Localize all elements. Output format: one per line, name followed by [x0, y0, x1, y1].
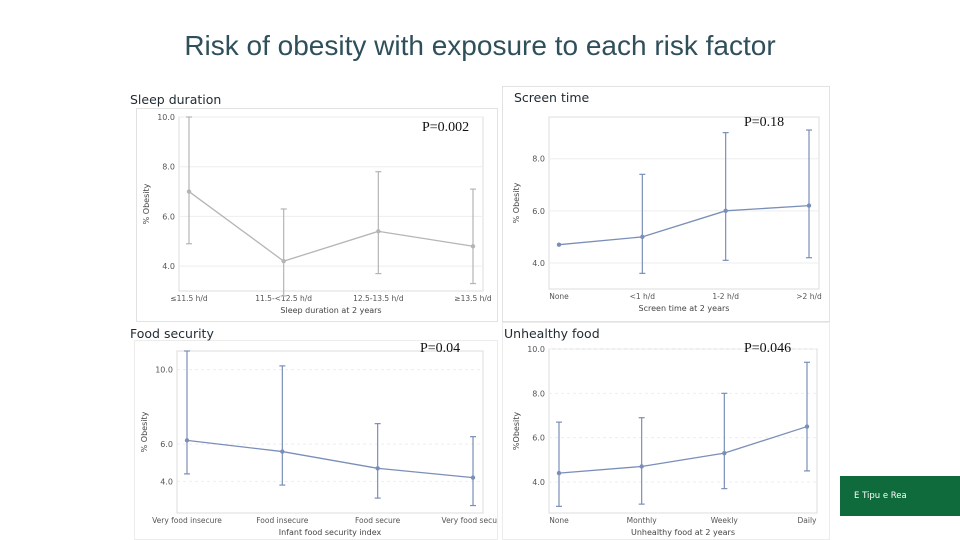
pvalue-unhealthy-food: P=0.046	[744, 341, 792, 356]
y-axis-label: % Obesity	[512, 182, 521, 223]
pvalue-screen-time: P=0.18	[744, 115, 785, 130]
x-tick-label: Very food insecure	[152, 516, 222, 525]
series-line	[186, 439, 474, 479]
data-point	[806, 203, 812, 208]
y-tick-label: 8.0	[532, 155, 545, 164]
y-axis-label: %Obesity	[512, 412, 521, 450]
y-tick-label: 4.0	[162, 262, 175, 271]
slide-title: Risk of obesity with exposure to each ri…	[184, 30, 776, 61]
x-axis-label: Screen time at 2 years	[639, 304, 730, 313]
data-point	[639, 464, 644, 469]
y-tick-label: 8.0	[532, 389, 545, 398]
brand-logo-box: E Tipu e Rea	[840, 476, 960, 516]
chart-svg: 4.0 6.0 8.0 % Obesity None <1 h/d 1-2 h/d >2 h/…	[512, 116, 822, 313]
series-line	[188, 191, 474, 262]
sleep-duration-chart: 4.0 6.0 8.0 10.0 % Obesity ≤11.5 h/d 11.5-<12.…	[136, 108, 498, 322]
y-tick-label: 4.0	[532, 478, 545, 487]
x-tick-label: <1 h/d	[630, 292, 656, 301]
data-point	[640, 234, 645, 240]
x-tick-label: ≥13.5 h/d	[454, 294, 492, 303]
chart-svg: 4.0 6.0 8.0 10.0 % Obesity ≤11.5 h/d 11.5-<12.…	[142, 113, 492, 315]
data-point	[556, 470, 562, 476]
x-tick-label: Food secure	[355, 516, 401, 525]
x-tick-label: Monthly	[627, 516, 658, 525]
y-axis-label: % Obesity	[142, 183, 151, 224]
x-axis-label: Sleep duration at 2 years	[280, 306, 381, 315]
x-axis-label: Infant food security index	[279, 528, 382, 537]
x-axis-label: Unhealthy food at 2 years	[631, 528, 735, 537]
x-tick-label: 1-2 h/d	[712, 292, 739, 301]
food-security-chart: 4.0 6.0 10.0 % Obesity Very food insecure Foo…	[134, 340, 498, 540]
data-point	[470, 475, 476, 480]
series-line	[558, 425, 808, 474]
data-point	[556, 242, 562, 247]
panel-label-unhealthy-food: Unhealthy food	[504, 326, 600, 341]
y-tick-label: 10.0	[527, 345, 545, 354]
x-tick-label: 12.5-13.5 h/d	[353, 294, 404, 303]
y-tick-label: 6.0	[160, 440, 173, 449]
panel-label-food-security: Food security	[130, 326, 214, 341]
chart-svg: 4.0 6.0 10.0 % Obesity Very food insecure Foo…	[140, 350, 497, 537]
data-point	[375, 466, 380, 471]
y-tick-label: 4.0	[532, 259, 545, 268]
data-point	[186, 189, 192, 194]
plot-frame	[548, 116, 820, 290]
y-tick-label: 6.0	[532, 434, 545, 443]
unhealthy-food-chart: 4.0 6.0 8.0 10.0 %Obesity None Monthly Weekly Da…	[502, 322, 830, 540]
data-point	[184, 438, 190, 443]
panel-label-sleep-duration: Sleep duration	[130, 92, 222, 107]
y-axis-label: % Obesity	[140, 411, 149, 452]
data-point	[280, 449, 285, 454]
y-tick-label: 10.0	[157, 113, 175, 122]
data-point	[722, 450, 727, 456]
plot-frame	[176, 350, 484, 514]
y-tick-label: 10.0	[155, 366, 173, 375]
data-point	[376, 229, 381, 234]
plot-frame	[178, 116, 484, 292]
brand-text: E Tipu e Rea	[854, 491, 907, 501]
y-tick-label: 8.0	[162, 163, 175, 172]
x-tick-label: Food insecure	[256, 516, 309, 525]
data-point	[470, 244, 476, 249]
data-point	[723, 208, 728, 214]
chart-svg: 4.0 6.0 8.0 10.0 %Obesity None Monthly Weekly Da…	[512, 345, 818, 537]
screen-time-chart: 4.0 6.0 8.0 % Obesity None <1 h/d 1-2 h/d >2 h/…	[502, 86, 830, 322]
pvalue-sleep-duration: P=0.002	[422, 120, 470, 135]
x-tick-label: Daily	[798, 516, 818, 525]
x-tick-label: Weekly	[711, 516, 739, 525]
x-tick-label: 11.5-<12.5 h/d	[255, 294, 312, 303]
x-tick-label: >2 h/d	[796, 292, 822, 301]
x-tick-label: None	[549, 292, 569, 301]
pvalue-food-security: P=0.04	[420, 341, 461, 356]
data-point	[281, 258, 286, 264]
x-tick-label: Very food secure	[442, 516, 497, 525]
y-tick-label: 6.0	[532, 207, 545, 216]
series-line	[558, 204, 810, 246]
y-tick-label: 4.0	[160, 477, 173, 486]
y-tick-label: 6.0	[162, 212, 175, 221]
data-point	[804, 424, 810, 429]
x-tick-label: ≤11.5 h/d	[170, 294, 208, 303]
x-tick-label: None	[549, 516, 569, 525]
panel-label-screen-time: Screen time	[514, 90, 590, 105]
plot-frame	[548, 348, 818, 514]
